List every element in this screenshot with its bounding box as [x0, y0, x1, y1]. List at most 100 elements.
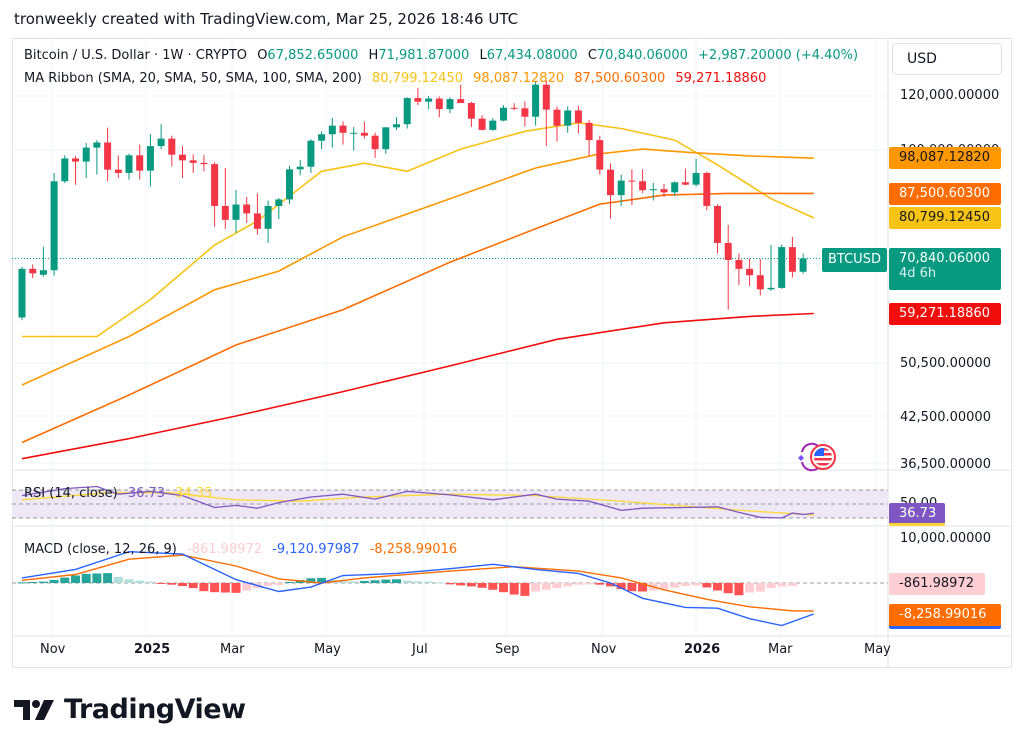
macd-histogram-bar: [691, 583, 701, 586]
candle-body: [168, 138, 176, 155]
rsi-title[interactable]: RSI (14, close): [24, 486, 118, 501]
sma100-price-label: 87,500.60300: [889, 183, 1001, 205]
macd-histogram-bar: [231, 583, 241, 593]
candle-body: [425, 98, 433, 102]
ma-ribbon-title[interactable]: MA Ribbon (SMA, 20, SMA, 50, SMA, 100, S…: [24, 71, 362, 86]
macd-histogram-bar: [38, 581, 48, 583]
candle-body: [371, 135, 379, 150]
candle-body: [660, 189, 668, 193]
candle-body: [724, 242, 732, 260]
ma-line-sma50: [21, 148, 814, 386]
economic-event-icon[interactable]: [792, 440, 840, 478]
macd-histogram-bar: [359, 580, 369, 583]
candle-body: [18, 268, 26, 318]
rsi-legend: RSI (14, close) 36.73 34.35: [24, 486, 218, 501]
candle-body: [478, 118, 486, 130]
sma20-value: 80,799.12450: [372, 71, 463, 86]
symbol-tag[interactable]: BTCUSD: [822, 248, 887, 272]
candle-body: [553, 109, 561, 126]
macd-title[interactable]: MACD (close, 12, 26, 9): [24, 542, 177, 557]
macd-legend: MACD (close, 12, 26, 9) -861.98972 -9,12…: [24, 542, 463, 557]
macd-histogram-bar: [413, 581, 423, 583]
ohlc-change: +2,987.20000 (+4.40%): [698, 48, 859, 63]
tradingview-logo[interactable]: TradingView: [14, 694, 246, 725]
time-tick: Jul: [412, 642, 428, 657]
macd-histogram-bar: [552, 583, 562, 589]
candle-body: [189, 160, 197, 163]
candle-body: [788, 247, 796, 272]
currency-button[interactable]: USD: [892, 43, 1002, 75]
rsi-line: [21, 485, 814, 519]
candle-body: [542, 84, 550, 110]
macd-histogram-bar: [509, 583, 519, 595]
candle-body: [714, 205, 721, 243]
macd-histogram-bar: [145, 581, 155, 583]
candle-body: [692, 172, 700, 185]
macd-hist-value: -861.98972: [187, 542, 263, 557]
time-tick: May: [314, 642, 341, 657]
macd-histogram-bar: [199, 583, 209, 592]
macd-histogram-bar: [723, 583, 733, 594]
candle-body: [521, 108, 529, 117]
candle-body: [211, 164, 219, 206]
sma50-price-label: 98,087.12820: [889, 147, 1001, 169]
macd-histogram-bar: [573, 583, 583, 585]
macd-histogram-bar: [28, 581, 38, 583]
time-tick: 2026: [684, 642, 721, 657]
ohlc-high: H71,981.87000: [368, 48, 470, 63]
macd-histogram-bar: [402, 580, 412, 583]
macd-histogram-bar: [766, 583, 776, 589]
candle-body: [93, 142, 101, 148]
sparkle-icon: [798, 455, 804, 461]
candle-body: [467, 103, 475, 119]
macd-histogram-bar: [424, 581, 434, 583]
candle-body: [393, 124, 400, 128]
us-flag-icon: [814, 448, 832, 466]
macd-histogram-bar: [466, 583, 476, 587]
candle-body: [114, 169, 122, 173]
candle-body: [200, 162, 208, 165]
macd-histogram-bar: [434, 582, 444, 584]
candle-body: [585, 122, 593, 141]
macd-histogram-bar: [49, 579, 59, 583]
macd-histogram-bar: [777, 583, 787, 587]
price-tick-120000: 120,000.00000: [900, 88, 1000, 103]
candle-body: [39, 270, 47, 275]
macd-histogram-bar: [392, 579, 401, 583]
macd-histogram-bar: [167, 583, 177, 585]
chart-caption: tronweekly created with TradingView.com,…: [14, 10, 519, 28]
candle-body: [574, 110, 582, 123]
candle-body: [403, 98, 411, 125]
time-tick: Nov: [591, 642, 617, 657]
macd-histogram-bar: [71, 575, 80, 583]
macd-histogram-bar: [659, 583, 669, 590]
ma-ribbon-legend: MA Ribbon (SMA, 20, SMA, 50, SMA, 100, S…: [24, 71, 772, 86]
macd-histogram-bar: [370, 580, 380, 583]
candle-body: [243, 204, 251, 214]
symbol-legend: Bitcoin / U.S. Dollar · 1W · CRYPTO O67,…: [24, 48, 864, 63]
candle-body: [746, 268, 754, 276]
macd-histogram-bar: [595, 583, 605, 585]
candle-body: [264, 205, 272, 229]
candle-body: [510, 107, 518, 109]
candle-body: [350, 132, 358, 134]
candle-body: [82, 147, 90, 162]
candle-body: [232, 204, 240, 220]
macd-histogram-bar: [220, 583, 230, 593]
sma200-value: 59,271.18860: [675, 71, 767, 86]
macd-histogram-bar: [477, 583, 487, 588]
candle-body: [778, 247, 786, 288]
macd-histogram-bar: [178, 583, 187, 587]
last-price-label: 70,840.06000 4d 6h: [889, 248, 1001, 290]
candle-body: [446, 99, 454, 110]
macd-histogram-bar: [606, 583, 615, 587]
chart-canvas[interactable]: [12, 38, 1012, 668]
symbol-title[interactable]: Bitcoin / U.S. Dollar · 1W · CRYPTO: [24, 48, 248, 63]
macd-histogram-bar: [563, 583, 573, 587]
time-tick: Mar: [768, 642, 793, 657]
rsi-price-label: 36.73: [889, 503, 945, 526]
ma-line-sma200: [21, 312, 814, 460]
time-tick: Nov: [40, 642, 66, 657]
macd-histogram-bar: [745, 583, 755, 593]
candle-body: [799, 258, 807, 272]
